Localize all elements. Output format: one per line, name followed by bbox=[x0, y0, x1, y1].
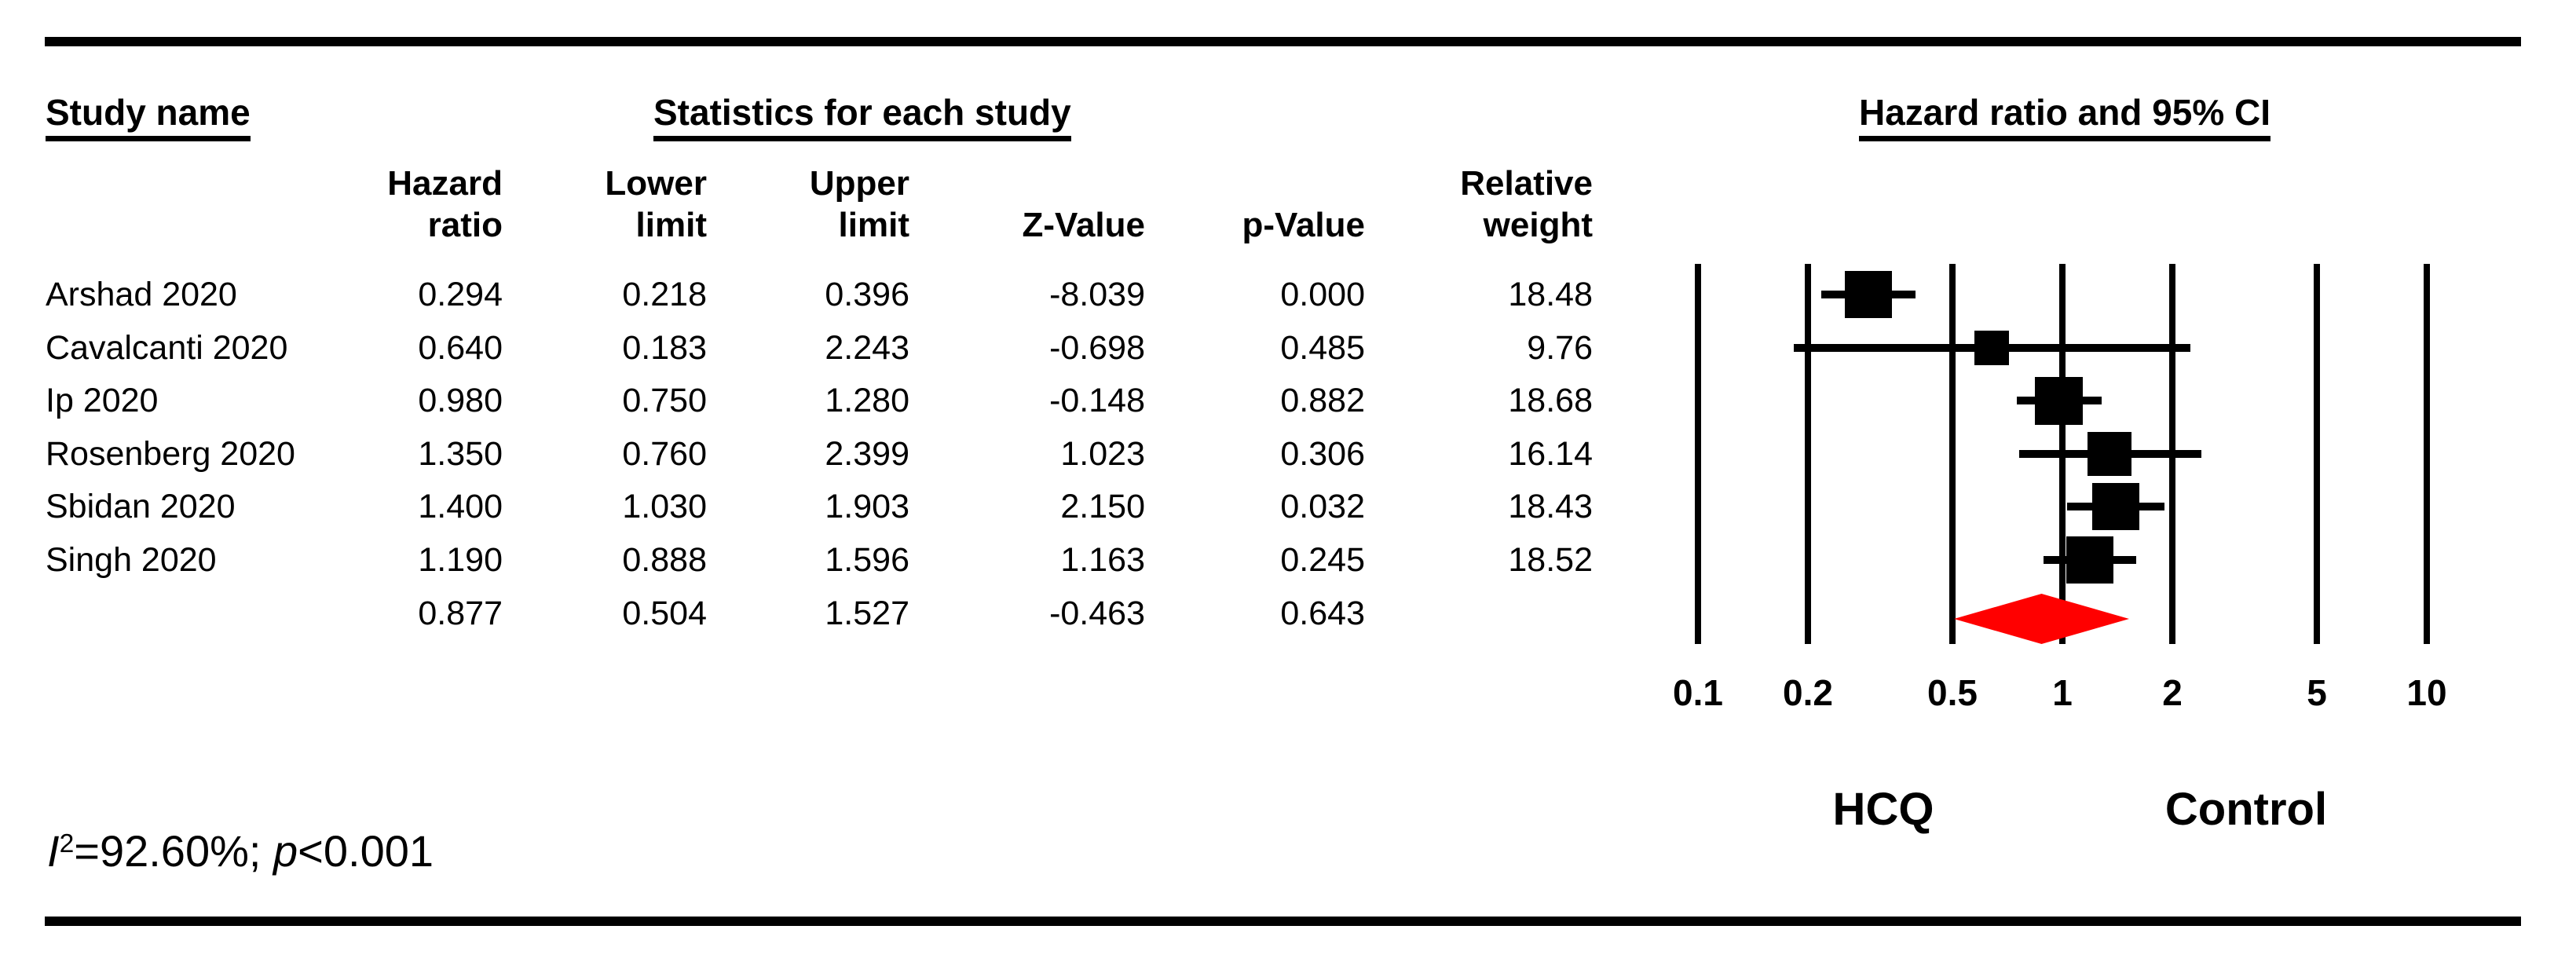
summary-diamond bbox=[1954, 594, 2129, 644]
z-value-cell: -0.463 bbox=[1049, 595, 1145, 632]
study-name-header: Study name bbox=[46, 93, 251, 141]
relative-weight-cell: 9.76 bbox=[1527, 329, 1593, 367]
effect-square bbox=[2092, 483, 2139, 530]
heterogeneity-value: =92.60%; bbox=[74, 826, 273, 876]
study-name-cell: Cavalcanti 2020 bbox=[46, 329, 288, 367]
column-header-p-value: p-Value bbox=[1242, 163, 1366, 246]
axis-gridline-10 bbox=[2424, 264, 2430, 644]
study-name-cell: Ip 2020 bbox=[46, 382, 159, 419]
axis-tick-label: 1 bbox=[2052, 672, 2073, 713]
heterogeneity-note: I2=92.60%; p<0.001 bbox=[47, 826, 434, 884]
column-header-line2: p-Value bbox=[1242, 206, 1366, 244]
column-header-hazard-ratio: Hazard ratio bbox=[387, 163, 503, 246]
p-value-cell: 0.245 bbox=[1280, 541, 1365, 579]
p-value-cell: 0.000 bbox=[1280, 276, 1365, 313]
i-squared-exponent: 2 bbox=[59, 829, 75, 858]
plot-group-header: Hazard ratio and 95% CI bbox=[1859, 93, 2271, 141]
lower-limit-cell: 0.504 bbox=[622, 595, 707, 632]
axis-gridline-0.5 bbox=[1949, 264, 1956, 644]
axis-tick-label: 0.2 bbox=[1783, 672, 1833, 713]
i-squared-symbol: I bbox=[47, 826, 60, 876]
relative-weight-cell: 18.48 bbox=[1508, 276, 1593, 313]
lower-limit-cell: 0.183 bbox=[622, 329, 707, 367]
lower-limit-cell: 0.750 bbox=[622, 382, 707, 419]
relative-weight-cell: 18.43 bbox=[1508, 488, 1593, 525]
upper-limit-cell: 1.527 bbox=[825, 595, 909, 632]
upper-limit-cell: 1.903 bbox=[825, 488, 909, 525]
right-group-label: Control bbox=[2164, 784, 2328, 835]
column-header-line2: ratio bbox=[427, 206, 503, 244]
z-value-cell: 2.150 bbox=[1060, 488, 1145, 525]
heterogeneity-p-value: <0.001 bbox=[298, 826, 434, 876]
column-header-line1: Upper bbox=[809, 164, 909, 203]
column-header-upper-limit: Upper limit bbox=[810, 163, 909, 246]
upper-limit-cell: 2.243 bbox=[825, 329, 909, 367]
statistics-group-header: Statistics for each study bbox=[653, 93, 1071, 141]
z-value-cell: 1.023 bbox=[1060, 435, 1145, 473]
relative-weight-cell: 18.52 bbox=[1508, 541, 1593, 579]
p-value-cell: 0.485 bbox=[1280, 329, 1365, 367]
column-header-line2: limit bbox=[838, 206, 909, 244]
column-header-line1: Lower bbox=[605, 164, 707, 203]
column-header-line1: Relative bbox=[1460, 164, 1593, 203]
axis-tick-label: 5 bbox=[2307, 672, 2327, 713]
column-header-line2: limit bbox=[635, 206, 707, 244]
p-value-cell: 0.643 bbox=[1280, 595, 1365, 632]
upper-limit-cell: 0.396 bbox=[825, 276, 909, 313]
hazard-ratio-cell: 0.294 bbox=[418, 276, 503, 313]
axis-tick-label: 0.1 bbox=[1673, 672, 1723, 713]
hazard-ratio-cell: 1.400 bbox=[418, 488, 503, 525]
bottom-rule bbox=[45, 917, 2521, 926]
study-name-cell: Singh 2020 bbox=[46, 541, 217, 579]
lower-limit-cell: 0.888 bbox=[622, 541, 707, 579]
study-name-cell: Sbidan 2020 bbox=[46, 488, 236, 525]
effect-square bbox=[2066, 536, 2113, 584]
axis-gridline-0.2 bbox=[1805, 264, 1811, 644]
axis-tick-label: 0.5 bbox=[1927, 672, 1978, 713]
column-header-line1: Hazard bbox=[387, 164, 503, 203]
column-header-line1 bbox=[1242, 163, 1366, 204]
study-name-cell: Rosenberg 2020 bbox=[46, 435, 295, 473]
relative-weight-cell: 16.14 bbox=[1508, 435, 1593, 473]
hazard-ratio-cell: 1.350 bbox=[418, 435, 503, 473]
axis-gridline-5 bbox=[2314, 264, 2320, 644]
effect-square bbox=[2088, 432, 2131, 476]
p-value-cell: 0.306 bbox=[1280, 435, 1365, 473]
effect-square bbox=[2035, 377, 2083, 425]
hazard-ratio-cell: 0.640 bbox=[418, 329, 503, 367]
top-rule bbox=[45, 37, 2521, 46]
upper-limit-cell: 2.399 bbox=[825, 435, 909, 473]
hazard-ratio-cell: 0.980 bbox=[418, 382, 503, 419]
p-value-cell: 0.882 bbox=[1280, 382, 1365, 419]
axis-tick-label: 2 bbox=[2162, 672, 2183, 713]
z-value-cell: 1.163 bbox=[1060, 541, 1145, 579]
hazard-ratio-cell: 1.190 bbox=[418, 541, 503, 579]
z-value-cell: -8.039 bbox=[1049, 276, 1145, 313]
p-value-cell: 0.032 bbox=[1280, 488, 1365, 525]
left-group-label: HCQ bbox=[1832, 784, 1934, 835]
z-value-cell: -0.148 bbox=[1049, 382, 1145, 419]
column-header-z-value: Z-Value bbox=[1023, 163, 1146, 246]
effect-square bbox=[1845, 271, 1892, 318]
p-symbol: p bbox=[273, 826, 298, 876]
column-header-line2: weight bbox=[1483, 206, 1593, 244]
column-header-relative-weight: Relative weight bbox=[1460, 163, 1593, 246]
column-header-lower-limit: Lower limit bbox=[605, 163, 707, 246]
column-header-line1 bbox=[1023, 163, 1146, 204]
effect-square bbox=[1974, 331, 2009, 365]
upper-limit-cell: 1.280 bbox=[825, 382, 909, 419]
study-name-cell: Arshad 2020 bbox=[46, 276, 237, 313]
upper-limit-cell: 1.596 bbox=[825, 541, 909, 579]
column-header-line2: Z-Value bbox=[1022, 206, 1146, 244]
axis-tick-label: 10 bbox=[2406, 672, 2447, 713]
axis-gridline-0.1 bbox=[1695, 264, 1701, 644]
lower-limit-cell: 1.030 bbox=[622, 488, 707, 525]
hazard-ratio-cell: 0.877 bbox=[418, 595, 503, 632]
lower-limit-cell: 0.218 bbox=[622, 276, 707, 313]
z-value-cell: -0.698 bbox=[1049, 329, 1145, 367]
lower-limit-cell: 0.760 bbox=[622, 435, 707, 473]
relative-weight-cell: 18.68 bbox=[1508, 382, 1593, 419]
